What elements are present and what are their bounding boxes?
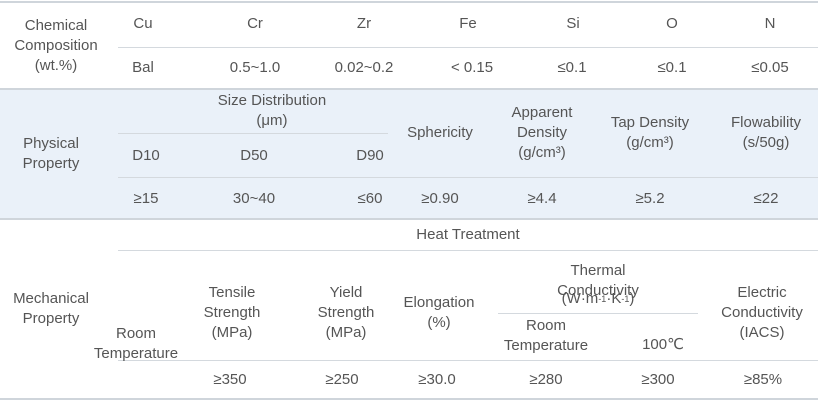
- value-tap-density: ≥5.2: [635, 190, 665, 207]
- rule-chemical-bottom: [0, 88, 818, 90]
- element-n: N: [764, 15, 776, 32]
- rule-physical-bottom: [0, 218, 818, 220]
- rule-size-distribution: [118, 133, 388, 134]
- value-apparent-density: ≥4.4: [527, 190, 557, 207]
- element-zr: Zr: [356, 15, 372, 32]
- thermal-100c-header: 100℃: [642, 336, 684, 353]
- rule-thermal: [498, 313, 698, 314]
- thermal-conductivity-label: Thermal Conductivity: [557, 262, 639, 299]
- element-fe: Fe: [459, 15, 477, 32]
- d90-header: D90: [356, 147, 384, 164]
- physical-band: [0, 89, 818, 219]
- rule-bottom: [0, 398, 818, 400]
- thermal-unit-mid: ·K: [606, 290, 622, 307]
- heat-treatment-header: Heat Treatment: [416, 226, 520, 243]
- tensile-strength-header: Tensile Strength (MPa): [203, 284, 261, 341]
- physical-section-label: Physical Property: [22, 135, 80, 172]
- value-d50: 30~40: [232, 190, 276, 207]
- tap-density-header: Tap Density (g/cm³): [610, 114, 690, 151]
- value-fe: < 0.15: [450, 59, 494, 76]
- rule-top: [0, 1, 818, 3]
- d50-header: D50: [240, 147, 268, 164]
- value-thermal-100c: ≥300: [641, 371, 675, 388]
- electric-conductivity-header: Electric Conductivity (IACS): [721, 284, 803, 341]
- element-o: O: [666, 15, 678, 32]
- element-si: Si: [566, 15, 580, 32]
- value-n: ≤0.05: [751, 59, 789, 76]
- value-d10: ≥15: [133, 190, 159, 207]
- value-o: ≤0.1: [657, 59, 687, 76]
- mechanical-section-label: Mechanical Property: [13, 290, 89, 327]
- apparent-density-header: Apparent Density (g/cm³): [511, 104, 573, 161]
- element-cu: Cu: [133, 15, 153, 32]
- sphericity-header: Sphericity: [407, 124, 473, 141]
- rule-physical-mid: [118, 177, 818, 178]
- value-yield-strength: ≥250: [325, 371, 359, 388]
- value-thermal-room: ≥280: [529, 371, 563, 388]
- rule-chemical-mid: [118, 47, 818, 48]
- rule-heat-treatment: [118, 250, 818, 251]
- value-cr: 0.5~1.0: [229, 59, 281, 76]
- yield-strength-header: Yield Strength (MPa): [317, 284, 375, 341]
- thermal-unit-main: W·m: [566, 290, 599, 307]
- value-electric-conductivity: ≥85%: [743, 371, 783, 388]
- flowability-header: Flowability (s/50g): [730, 114, 802, 151]
- size-distribution-header: Size Distribution (μm): [217, 92, 327, 129]
- value-flowability: ≤22: [753, 190, 779, 207]
- element-cr: Cr: [247, 15, 263, 32]
- value-d90: ≤60: [357, 190, 383, 207]
- thermal-room-temperature-header: Room Temperature: [503, 317, 589, 354]
- value-tensile-strength: ≥350: [213, 371, 247, 388]
- value-si: ≤0.1: [557, 59, 587, 76]
- elongation-header: Elongation (%): [403, 294, 475, 331]
- value-cu: Bal: [132, 59, 154, 76]
- value-zr: 0.02~0.2: [334, 59, 394, 76]
- thermal-conductivity-header: Thermal Conductivity: [498, 251, 698, 311]
- d10-header: D10: [132, 147, 160, 164]
- value-elongation: ≥30.0: [418, 371, 456, 388]
- room-temperature-header: Room Temperature: [93, 325, 179, 362]
- rule-mechanical-mid: [118, 360, 818, 361]
- value-sphericity: ≥0.90: [421, 190, 459, 207]
- chemical-section-label: Chemical Composition (wt.%): [14, 17, 98, 74]
- thermal-conductivity-unit: (W·m -1 ·K -1): [561, 290, 635, 307]
